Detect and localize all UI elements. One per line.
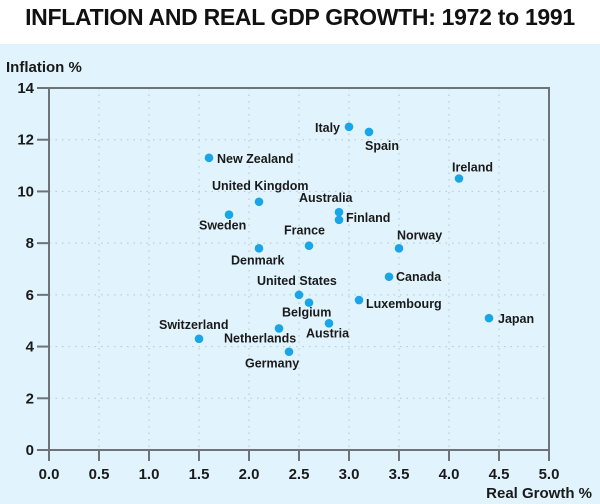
y-tick-label: 14 <box>17 80 34 97</box>
y-tick-label: 0 <box>26 442 34 459</box>
data-point-belgium <box>304 298 314 307</box>
y-tick-label: 4 <box>26 339 35 356</box>
point-label-france: France <box>284 224 325 238</box>
point-label-australia: Australia <box>299 191 354 205</box>
point-label-denmark: Denmark <box>231 253 285 267</box>
y-axis-title: Inflation % <box>6 59 82 76</box>
point-label-united-states: United States <box>257 274 337 288</box>
chart-panel <box>0 44 600 504</box>
x-tick-label: 3.0 <box>339 466 360 483</box>
point-label-luxembourg: Luxembourg <box>366 297 442 311</box>
point-labels: Italy Spain Ireland New Zealand United Kingd… <box>159 121 534 371</box>
x-tick-label: 0.5 <box>89 466 110 483</box>
data-point-luxembourg <box>354 295 364 305</box>
point-label-netherlands: Netherlands <box>224 331 296 345</box>
point-label-ireland: Ireland <box>452 161 493 175</box>
data-point-ireland <box>454 174 464 183</box>
point-label-canada: Canada <box>396 270 442 284</box>
data-point-spain <box>364 127 374 137</box>
x-tick-label: 0.0 <box>39 466 60 483</box>
x-tick-label: 1.5 <box>189 466 210 483</box>
data-point-denmark <box>254 244 264 253</box>
point-label-austria: Austria <box>306 326 350 340</box>
data-point-united-states <box>294 290 304 300</box>
point-label-belgium: Belgium <box>282 306 331 320</box>
data-point-sweden <box>224 210 234 219</box>
point-label-united-kingdom: United Kingdom <box>212 179 309 193</box>
x-tick-label: 4.5 <box>489 466 510 483</box>
data-point-canada <box>384 272 394 282</box>
data-point-australia <box>334 207 344 217</box>
y-tick-label: 8 <box>26 235 34 252</box>
data-point-japan <box>484 313 494 323</box>
data-point-netherlands <box>274 324 284 333</box>
point-label-spain: Spain <box>365 139 399 153</box>
point-label-japan: Japan <box>498 312 534 326</box>
data-point-germany <box>284 347 294 357</box>
data-point-france <box>304 241 314 251</box>
y-tick-label: 2 <box>26 390 34 407</box>
point-label-germany: Germany <box>245 357 299 371</box>
point-label-new-zealand: New Zealand <box>217 152 293 166</box>
point-label-finland: Finland <box>346 211 390 225</box>
data-point-austria <box>324 319 334 328</box>
plot-frame <box>48 87 550 451</box>
y-tick-label: 12 <box>17 132 34 149</box>
data-points <box>194 122 494 357</box>
axes <box>37 87 550 461</box>
point-label-switzerland: Switzerland <box>159 318 228 332</box>
data-point-italy <box>344 122 354 132</box>
data-point-norway <box>394 244 404 253</box>
x-tick-label: 1.0 <box>139 466 160 483</box>
x-tick-label: 2.5 <box>289 466 310 483</box>
data-point-switzerland <box>194 334 204 344</box>
chart-title: INFLATION AND REAL GDP GROWTH: 1972 to 1… <box>25 4 575 30</box>
gridlines <box>49 88 549 450</box>
point-label-norway: Norway <box>397 228 442 242</box>
point-label-sweden: Sweden <box>199 219 246 233</box>
point-label-italy: Italy <box>315 121 340 135</box>
x-tick-label: 5.0 <box>539 466 560 483</box>
y-tick-label: 6 <box>26 287 34 304</box>
x-tick-label: 3.5 <box>389 466 410 483</box>
data-point-finland <box>334 215 344 225</box>
x-tick-label: 4.0 <box>439 466 460 483</box>
x-axis-title: Real Growth % <box>486 485 592 502</box>
data-point-united-kingdom <box>254 197 264 207</box>
y-tick-label: 10 <box>17 183 34 200</box>
tick-labels: 0.0 0.5 1.0 1.5 2.0 2.5 3.0 3.5 4.0 4.5 5.0 0 2 4 6 8 10… <box>17 80 559 483</box>
data-point-new-zealand <box>204 153 214 163</box>
x-tick-label: 2.0 <box>239 466 260 483</box>
